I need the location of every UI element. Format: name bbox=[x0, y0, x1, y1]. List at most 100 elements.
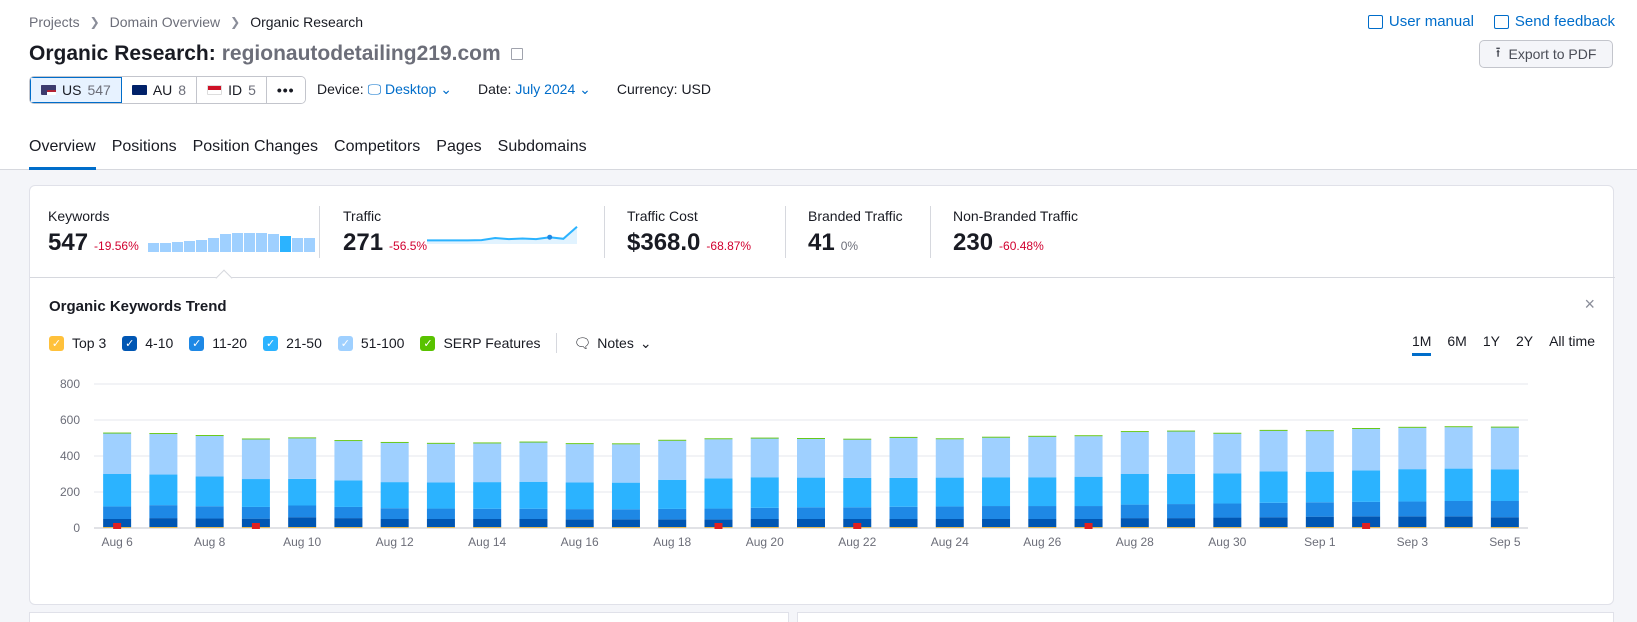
bar-segment bbox=[1167, 473, 1196, 505]
more-databases-button[interactable]: ••• bbox=[266, 77, 305, 103]
bar-segment bbox=[1259, 517, 1288, 528]
divider bbox=[604, 206, 605, 258]
period-1m[interactable]: 1M bbox=[1411, 333, 1432, 356]
metric-change: -56.5% bbox=[389, 239, 428, 253]
bar-segment bbox=[380, 442, 409, 483]
bar-segment bbox=[473, 443, 502, 483]
breadcrumb-domain-overview[interactable]: Domain Overview bbox=[109, 14, 221, 30]
checkbox-icon: ✓ bbox=[337, 335, 353, 351]
legend-51-100[interactable]: ✓ 51-100 bbox=[337, 335, 404, 351]
close-icon[interactable]: × bbox=[1584, 294, 1595, 314]
tab-pages[interactable]: Pages bbox=[436, 138, 482, 155]
bar-segment bbox=[103, 474, 132, 507]
bar-segment bbox=[1120, 527, 1149, 528]
legend-21-50[interactable]: ✓ 21-50 bbox=[263, 335, 322, 351]
report-tabs: Overview Positions Position Changes Comp… bbox=[29, 138, 587, 170]
bar-segment bbox=[1398, 469, 1427, 502]
database-au[interactable]: AU 8 bbox=[121, 77, 198, 103]
bar-segment bbox=[1490, 426, 1519, 428]
bar-segment bbox=[1120, 474, 1149, 505]
send-feedback-link[interactable]: Send feedback bbox=[1493, 13, 1615, 30]
bar-segment bbox=[334, 527, 363, 528]
bar-segment bbox=[103, 433, 132, 474]
note-flag-icon bbox=[853, 523, 862, 529]
bar-segment bbox=[565, 527, 594, 528]
metric-traffic-cost[interactable]: Traffic Cost $368.0 -68.87% bbox=[627, 208, 752, 256]
bar-segment bbox=[1259, 430, 1288, 472]
x-tick-label: Aug 6 bbox=[101, 535, 133, 549]
bar-segment bbox=[1490, 469, 1519, 501]
tab-positions[interactable]: Positions bbox=[111, 138, 177, 155]
x-tick-label: Aug 30 bbox=[1208, 535, 1246, 549]
bar-segment bbox=[982, 437, 1011, 478]
metric-branded-traffic[interactable]: Branded Traffic 41 0% bbox=[808, 208, 903, 256]
date-filter[interactable]: Date: July 2024 ⌄ bbox=[477, 81, 591, 97]
bar-segment bbox=[704, 438, 733, 440]
note-flag-icon bbox=[1084, 523, 1093, 529]
period-1y[interactable]: 1Y bbox=[1482, 333, 1500, 349]
database-id[interactable]: ID 5 bbox=[197, 77, 267, 103]
database-count: 5 bbox=[248, 82, 256, 98]
breadcrumb-projects[interactable]: Projects bbox=[29, 14, 80, 30]
bar-segment bbox=[1398, 527, 1427, 528]
trend-legend: ✓ Top 3 ✓ 4-10 ✓ 11-20 ✓ 21-50 ✓ 51-100 ✓ SERP… bbox=[49, 333, 652, 353]
user-manual-link[interactable]: User manual bbox=[1367, 13, 1474, 30]
bar-segment bbox=[149, 505, 178, 519]
bar-segment bbox=[889, 477, 918, 507]
bar-segment bbox=[195, 506, 224, 519]
bar-segment bbox=[1213, 503, 1242, 518]
device-filter[interactable]: Device: 🖵 Desktop ⌄ bbox=[317, 81, 452, 97]
legend-top-3[interactable]: ✓ Top 3 bbox=[49, 335, 106, 351]
period-all-time[interactable]: All time bbox=[1549, 333, 1595, 349]
bar-segment bbox=[1352, 429, 1381, 471]
sparkline-bar bbox=[292, 238, 303, 252]
x-tick-label: Aug 18 bbox=[653, 535, 691, 549]
bar-segment bbox=[1305, 431, 1334, 472]
us-flag-icon bbox=[41, 85, 56, 95]
database-us[interactable]: US 547 bbox=[30, 77, 122, 103]
top-links: User manual Send feedback bbox=[1367, 13, 1615, 30]
x-tick-label: Aug 22 bbox=[838, 535, 876, 549]
metric-keywords[interactable]: Keywords 547 -19.56% bbox=[48, 208, 139, 256]
bar-segment bbox=[1490, 517, 1519, 528]
external-link-icon[interactable] bbox=[510, 48, 523, 60]
bar-segment bbox=[288, 517, 317, 528]
bar-segment bbox=[473, 482, 502, 509]
notes-dropdown[interactable]: 🗨 Notes ⌄ bbox=[573, 334, 652, 352]
period-2y[interactable]: 2Y bbox=[1515, 333, 1534, 349]
bar-segment bbox=[519, 527, 548, 528]
legend-4-10[interactable]: ✓ 4-10 bbox=[122, 335, 173, 351]
sparkline-bar bbox=[148, 243, 159, 252]
tab-position-changes[interactable]: Position Changes bbox=[192, 138, 319, 155]
bar-segment bbox=[1352, 501, 1381, 517]
tab-competitors[interactable]: Competitors bbox=[334, 138, 421, 155]
tab-overview[interactable]: Overview bbox=[29, 138, 96, 170]
export-pdf-button[interactable]: ⭱ Export to PDF bbox=[1479, 40, 1613, 68]
bar-segment bbox=[1167, 527, 1196, 528]
bar-segment bbox=[380, 527, 409, 528]
metric-value: 230 bbox=[953, 229, 994, 256]
x-tick-label: Aug 26 bbox=[1023, 535, 1061, 549]
metric-traffic[interactable]: Traffic 271 -56.5% bbox=[343, 208, 428, 256]
metric-value: 547 bbox=[48, 229, 89, 256]
bar-segment bbox=[195, 527, 224, 528]
bar-segment bbox=[704, 439, 733, 479]
tab-subdomains[interactable]: Subdomains bbox=[497, 138, 587, 155]
period-6m[interactable]: 6M bbox=[1447, 333, 1467, 349]
keywords-trend-chart: 0 200 400 600 800 Aug 6 Aug 8 Aug 10 Aug 12 Aug 1… bbox=[60, 377, 1528, 549]
legend-11-20[interactable]: ✓ 11-20 bbox=[189, 335, 247, 351]
bar-segment bbox=[1074, 506, 1103, 519]
bar-segment bbox=[1444, 527, 1473, 528]
bar-segment bbox=[288, 438, 317, 479]
legend-serp-features[interactable]: ✓ SERP Features bbox=[420, 335, 540, 351]
metric-non-branded-traffic[interactable]: Non-Branded Traffic 230 -60.48% bbox=[953, 208, 1079, 256]
title-domain[interactable]: regionautodetailing219.com bbox=[221, 42, 501, 65]
bar-segment bbox=[843, 507, 872, 519]
y-tick-label: 400 bbox=[60, 449, 80, 463]
metric-value: $368.0 bbox=[627, 229, 701, 256]
next-card-right bbox=[797, 612, 1614, 622]
bar-segment bbox=[1398, 501, 1427, 517]
divider bbox=[930, 206, 931, 258]
bar-segment bbox=[750, 437, 779, 439]
comment-icon: 🗨 bbox=[573, 334, 592, 351]
